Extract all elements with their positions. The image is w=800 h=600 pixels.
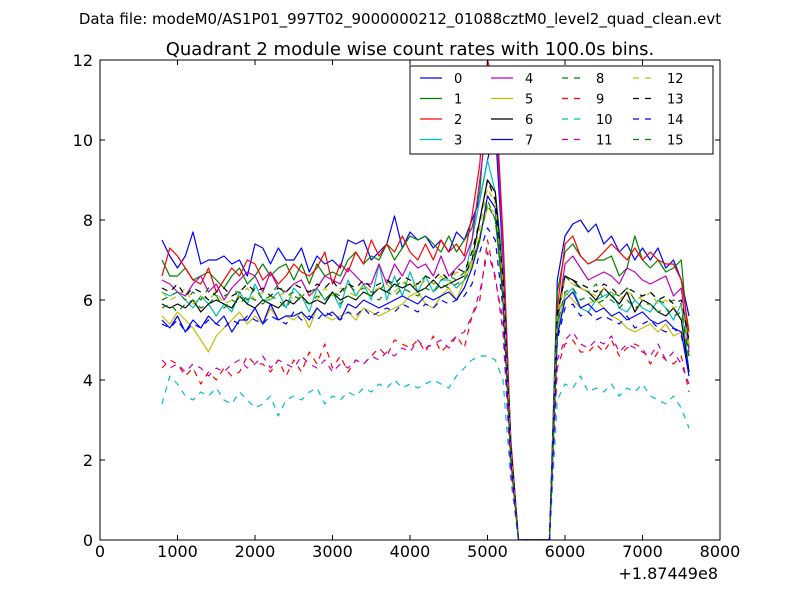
legend-label-9: 9 xyxy=(596,93,604,108)
x-tick-label: 5000 xyxy=(467,542,508,561)
x-tick-label: 3000 xyxy=(312,542,353,561)
series-line-2 xyxy=(161,60,690,540)
y-tick-label: 12 xyxy=(73,51,93,70)
series-line-9 xyxy=(161,239,690,540)
legend-label-7: 7 xyxy=(525,134,533,149)
series-line-12 xyxy=(161,187,690,540)
x-tick-label: 8000 xyxy=(700,542,741,561)
x-tick-label: 4000 xyxy=(390,542,431,561)
y-tick-label: 10 xyxy=(73,131,93,150)
legend-label-6: 6 xyxy=(525,113,533,128)
plot-area xyxy=(161,60,690,540)
legend-label-0: 0 xyxy=(454,72,462,87)
legend-label-3: 3 xyxy=(454,134,462,149)
x-tick-label: 7000 xyxy=(622,542,663,561)
legend-label-4: 4 xyxy=(525,72,533,87)
legend-label-2: 2 xyxy=(454,113,462,128)
series-line-13 xyxy=(161,179,690,540)
x-tick-label: 1000 xyxy=(157,542,198,561)
y-tick-label: 8 xyxy=(83,211,93,230)
chart-title: Quadrant 2 module wise count rates with … xyxy=(166,39,655,60)
suptitle: Data file: modeM0/AS1P01_997T02_90000002… xyxy=(79,10,721,29)
x-tick-label: 2000 xyxy=(235,542,276,561)
y-tick-label: 4 xyxy=(83,371,93,390)
legend-label-1: 1 xyxy=(454,93,462,108)
legend-label-5: 5 xyxy=(525,93,533,108)
series-line-11 xyxy=(161,251,690,540)
axis-ticks: 0 1000 2000 3000 4000 5000 6000 7000 80000246810… xyxy=(73,51,741,561)
y-tick-label: 2 xyxy=(83,451,93,470)
series-line-10 xyxy=(161,355,690,540)
legend-frame xyxy=(409,65,714,155)
legend-label-10: 10 xyxy=(596,113,613,128)
y-tick-label: 0 xyxy=(83,531,93,550)
series-line-7 xyxy=(161,195,690,540)
legend-label-13: 13 xyxy=(667,93,684,108)
y-tick-label: 6 xyxy=(83,291,93,310)
x-tick-label: 6000 xyxy=(545,542,586,561)
legend-label-14: 14 xyxy=(667,113,684,128)
legend-label-12: 12 xyxy=(667,72,684,87)
series-line-15 xyxy=(161,203,690,540)
series-line-14 xyxy=(161,227,690,540)
series-line-4 xyxy=(161,95,690,540)
x-tick-label: 0 xyxy=(95,542,105,561)
x-offset-text: +1.87449e8 xyxy=(618,564,718,583)
legend-label-8: 8 xyxy=(596,72,604,87)
legend-label-15: 15 xyxy=(667,134,684,149)
series-line-1 xyxy=(161,87,690,540)
legend-label-11: 11 xyxy=(596,134,613,149)
